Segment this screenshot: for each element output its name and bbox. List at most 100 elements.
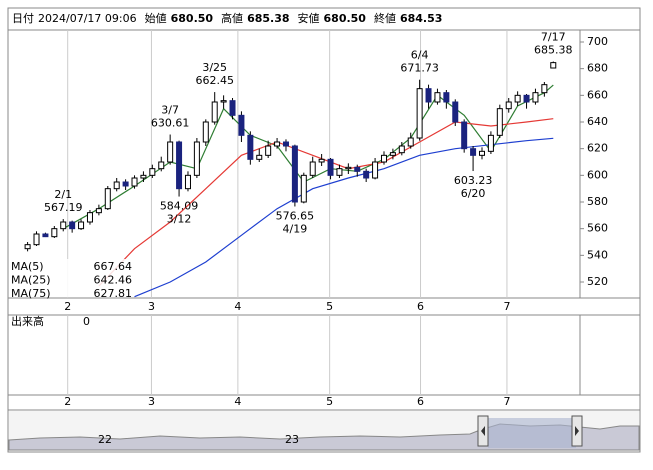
extreme-value: 685.38 [534, 43, 573, 56]
extreme-value: 576.65 [276, 209, 315, 222]
info-label: 高値 [221, 11, 243, 25]
candle-body [452, 101, 459, 123]
extreme-date: 7/17 [541, 30, 566, 43]
candle-body [380, 154, 387, 163]
navigator-window[interactable] [488, 418, 576, 448]
x-tick-label: 3 [148, 300, 155, 313]
extreme-value: 671.73 [400, 62, 439, 75]
x-tick-label: 7 [503, 395, 510, 408]
candle-body [434, 92, 441, 103]
candle-body [389, 152, 396, 156]
candle-body [131, 177, 138, 187]
ma-line [62, 84, 554, 230]
x-tick-label: 7 [503, 300, 510, 313]
candle-body [363, 170, 370, 179]
legend-value: 667.64 [94, 260, 133, 273]
extreme-date: 6/4 [411, 49, 429, 62]
x-tick-label: 4 [234, 300, 241, 313]
candle-body [220, 100, 227, 103]
info-label: 終値 [374, 11, 396, 25]
y-tick-label: 680 [587, 62, 608, 75]
legend-name: MA(75) [11, 287, 51, 300]
y-tick-label: 580 [587, 195, 608, 208]
volume-value: 0 [83, 315, 90, 328]
candle-body [60, 221, 67, 230]
x-tick-label: 4 [234, 395, 241, 408]
candle-body [140, 174, 147, 179]
info-label: 日付 [12, 12, 34, 25]
x-tick-label: 6 [417, 395, 424, 408]
info-value: 680.50 [171, 12, 214, 25]
extreme-value: 630.61 [151, 117, 190, 130]
handle-arrow [481, 426, 485, 436]
candle-body [487, 134, 494, 152]
plot: 日付 2024/07/17 09:06 始値 680.50 高値 685.38 安値 680.… [9, 11, 608, 446]
candle-body [33, 233, 40, 246]
y-tick-label: 620 [587, 142, 608, 155]
candle-body [496, 108, 503, 136]
candle-body [202, 121, 209, 143]
legend-value: 627.81 [94, 287, 133, 300]
candle-body [42, 233, 49, 238]
info-value: 684.53 [400, 12, 442, 25]
candle-body [211, 101, 218, 123]
y-tick-label: 540 [587, 248, 608, 261]
candle-body [318, 158, 325, 163]
x-tick-label: 5 [326, 395, 333, 408]
candle-body [407, 137, 414, 147]
extreme-date: 3/25 [202, 61, 227, 74]
candle-body [532, 92, 539, 103]
candle-body [523, 94, 530, 103]
candle-body [184, 174, 191, 190]
info-value: 2024/07/17 09:06 [38, 12, 137, 25]
candle-body [327, 158, 334, 176]
candle-body [238, 114, 245, 136]
candle-body [505, 101, 512, 110]
info-value: 680.50 [324, 12, 367, 25]
x-tick-label: 5 [326, 300, 333, 313]
extreme-value: 662.45 [195, 74, 234, 87]
legend-value: 642.46 [94, 274, 133, 287]
extreme-value: 603.23 [454, 174, 493, 187]
navigator-label: 23 [285, 433, 299, 446]
legend-name: MA(5) [11, 260, 44, 273]
candle-body [398, 145, 405, 154]
extreme-date: 3/7 [161, 104, 179, 117]
info-value: 685.38 [247, 12, 289, 25]
candle-body [541, 84, 548, 94]
candle-body [309, 161, 316, 176]
candle-body [345, 166, 352, 170]
info-label: 始値 [145, 11, 167, 25]
candle-body [176, 141, 183, 190]
candle-body [443, 92, 450, 103]
candle-body [51, 228, 58, 238]
y-tick-label: 660 [587, 88, 608, 101]
extreme-date: 4/19 [283, 222, 308, 235]
candle-body [416, 88, 423, 139]
candle-body [193, 141, 200, 176]
candle-body [256, 154, 263, 160]
candle-body [550, 62, 557, 69]
volume-label: 出来高 [11, 314, 44, 328]
extreme-date: 2/1 [54, 188, 72, 201]
candle-body [478, 150, 485, 156]
info-label: 安値 [298, 11, 320, 25]
candle-body [158, 161, 165, 170]
candle-body [265, 145, 272, 156]
candle-body [95, 208, 102, 214]
candle-body [425, 88, 432, 103]
candle-body [149, 168, 156, 176]
extreme-date: 3/12 [167, 213, 192, 226]
y-tick-label: 520 [587, 275, 608, 288]
candle-body [282, 141, 289, 147]
candle-body [291, 145, 298, 203]
candle-body [247, 134, 254, 160]
candle-body [229, 100, 236, 116]
y-tick-label: 600 [587, 168, 608, 181]
y-tick-label: 560 [587, 222, 608, 235]
candle-body [86, 212, 93, 223]
x-tick-label: 6 [417, 300, 424, 313]
candle-body [113, 181, 120, 190]
candle-body [69, 221, 76, 230]
candle-body [514, 94, 521, 103]
